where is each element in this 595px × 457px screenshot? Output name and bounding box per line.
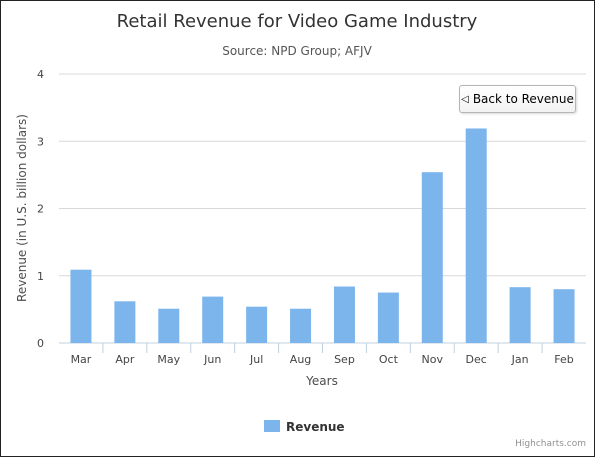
legend-label[interactable]: Revenue bbox=[286, 420, 345, 434]
x-tick-label: Feb bbox=[554, 353, 573, 366]
x-tick-label: Nov bbox=[422, 353, 444, 366]
y-tick-label: 2 bbox=[37, 203, 44, 216]
chart-title: Retail Revenue for Video Game Industry bbox=[117, 11, 478, 32]
bar-sep[interactable] bbox=[333, 286, 355, 343]
x-tick-label: Oct bbox=[379, 353, 399, 366]
bar-jan[interactable] bbox=[509, 287, 531, 343]
legend-swatch bbox=[264, 420, 280, 432]
gridlines bbox=[59, 73, 586, 344]
x-tick-label: May bbox=[157, 353, 180, 366]
x-tick-label: Sep bbox=[334, 353, 355, 366]
bar-nov[interactable] bbox=[421, 172, 443, 343]
y-axis-title: Revenue (in U.S. billion dollars) bbox=[15, 114, 29, 302]
left-arrow-icon: ◁ bbox=[461, 93, 469, 105]
x-tick-label: Jul bbox=[249, 353, 263, 366]
y-axis-ticks: 0 1 2 3 4 bbox=[37, 68, 44, 350]
credits-link[interactable]: Highcharts.com bbox=[515, 439, 586, 449]
bar-jun[interactable] bbox=[202, 296, 224, 343]
bar-jul[interactable] bbox=[246, 306, 268, 343]
bar-dec[interactable] bbox=[465, 128, 487, 343]
bar-apr[interactable] bbox=[114, 301, 136, 343]
back-to-revenue-button[interactable]: ◁ Back to Revenue bbox=[459, 85, 576, 113]
x-tick-label: Apr bbox=[115, 353, 135, 366]
bar-oct[interactable] bbox=[377, 292, 399, 343]
x-tick-label: Dec bbox=[466, 353, 487, 366]
bar-may[interactable] bbox=[158, 308, 180, 343]
y-tick-label: 3 bbox=[37, 135, 44, 148]
y-tick-label: 0 bbox=[37, 337, 44, 350]
chart-subtitle: Source: NPD Group; AFJV bbox=[222, 44, 372, 58]
back-button-label: Back to Revenue bbox=[472, 92, 574, 106]
y-tick-label: 4 bbox=[37, 68, 44, 81]
bar-mar[interactable] bbox=[70, 269, 92, 343]
x-tick-label: Aug bbox=[290, 353, 311, 366]
x-tick-label: Jan bbox=[511, 353, 529, 366]
x-tick-label: Jun bbox=[203, 353, 221, 366]
bars bbox=[70, 128, 575, 343]
legend[interactable]: Revenue bbox=[264, 420, 345, 434]
bar-aug[interactable] bbox=[290, 308, 312, 343]
bar-feb[interactable] bbox=[553, 289, 575, 343]
x-axis-ticks: Mar Apr May Jun Jul Aug Sep Oct Nov Dec Jan Feb bbox=[71, 343, 574, 366]
y-tick-label: 1 bbox=[37, 270, 44, 283]
x-axis-title: Years bbox=[305, 374, 338, 388]
x-tick-label: Mar bbox=[71, 353, 92, 366]
